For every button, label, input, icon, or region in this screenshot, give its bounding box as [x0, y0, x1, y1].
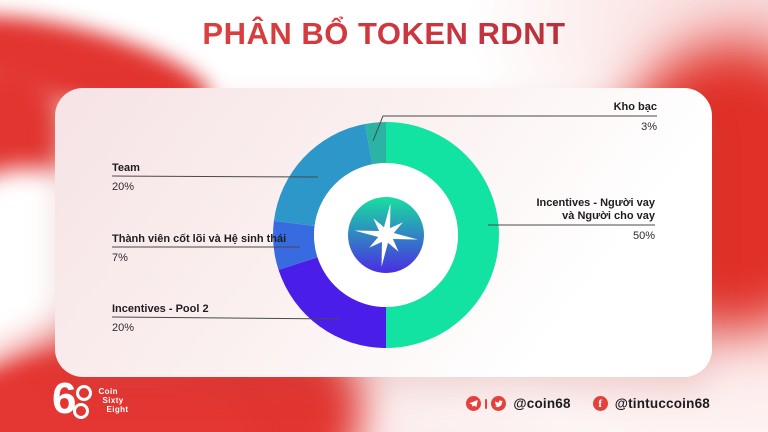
logo-ring-top [76, 385, 93, 401]
page-title: PHÂN BỔ TOKEN RDNT [0, 16, 768, 52]
icon-separator [485, 398, 488, 409]
label-kho-bac: Kho bạc 3% [614, 101, 657, 134]
label-kho-bac-pct: 3% [641, 121, 657, 133]
rdnt-star-icon [354, 203, 418, 267]
label-pool2-name: Incentives - Pool 2 [112, 303, 209, 315]
logo-word-eight: Eight [106, 404, 129, 414]
social-coin68[interactable]: @coin68 [466, 396, 571, 411]
facebook-icon[interactable]: f [592, 396, 608, 411]
social-bar: @coin68 f @tintuccoin68 [466, 396, 710, 411]
label-pool2-pct: 20% [112, 322, 135, 334]
logo-ring-bottom [73, 403, 90, 419]
donut-chart [273, 122, 499, 348]
label-thanh-vien: Thành viên cốt lõi và Hệ sinh thái 7% [112, 233, 286, 265]
label-thanh-vien-name: Thành viên cốt lõi và Hệ sinh thái [112, 233, 287, 245]
label-team-name: Team [112, 162, 140, 174]
logo-wordmark: Coin Sixty Eight [98, 387, 128, 414]
donut-segment [273, 124, 373, 226]
donut-segment [386, 122, 499, 348]
coin68-handle[interactable]: @coin68 [513, 396, 571, 411]
tintuccoin68-handle[interactable]: @tintuccoin68 [614, 396, 710, 411]
label-team: Team 20% [112, 162, 140, 194]
label-thanh-vien-pct: 7% [112, 252, 128, 264]
logo-word-coin: Coin [98, 386, 118, 396]
label-team-pct: 20% [112, 181, 135, 193]
label-vay: Incentives - Người vay và Người cho vay … [537, 197, 656, 243]
social-tintuccoin68[interactable]: f @tintuccoin68 [592, 396, 710, 411]
telegram-icon[interactable] [466, 396, 482, 411]
label-pool2: Incentives - Pool 2 20% [112, 303, 209, 335]
logo-word-sixty: Sixty [102, 395, 124, 405]
donut-segment [273, 220, 318, 270]
label-vay-pct: 50% [632, 230, 655, 242]
donut-segment [278, 257, 386, 348]
label-vay-line1: Incentives - Người vay [536, 197, 656, 209]
logo-eight-rings [73, 385, 93, 419]
logo-six-glyph: 6 [52, 374, 77, 423]
label-kho-bac-name: Kho bạc [613, 101, 657, 113]
coin68-logo: 6 Coin Sixty Eight [52, 374, 128, 423]
twitter-icon[interactable] [491, 396, 507, 411]
label-vay-line2: và Người cho vay [562, 210, 655, 222]
